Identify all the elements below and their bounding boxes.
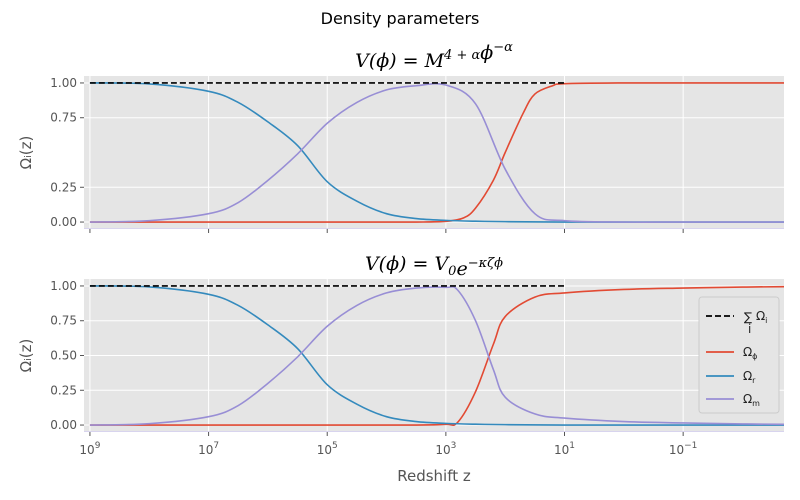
x-tick-label: 101 bbox=[554, 441, 575, 457]
legend-label: Ωϕ bbox=[743, 345, 757, 361]
y-axis-label: Ωᵢ(z) bbox=[17, 136, 35, 170]
y-tick-label: 1.00 bbox=[50, 279, 77, 293]
plot-area bbox=[84, 76, 784, 229]
x-tick-label: 105 bbox=[317, 441, 338, 457]
y-axis-label: Ωᵢ(z) bbox=[17, 339, 35, 373]
panel-title: V(ϕ) = V0e−κζϕ bbox=[365, 253, 503, 280]
series-line-m bbox=[89, 82, 784, 223]
series-line-m bbox=[89, 285, 784, 426]
x-tick-label: 107 bbox=[198, 441, 219, 457]
y-tick-label: 0.75 bbox=[50, 314, 77, 328]
figure-suptitle: Density parameters bbox=[321, 9, 480, 28]
legend-sum-sub: i bbox=[748, 322, 751, 336]
panel-1: 0.00 0.25 0.75 1.00 Ωᵢ(z) V(ϕ) = M4 + αϕ−α bbox=[17, 40, 784, 233]
bottom-spine bbox=[84, 431, 784, 432]
legend-box bbox=[698, 296, 780, 414]
series-line-r bbox=[89, 285, 784, 426]
y-tick-label: 1.00 bbox=[50, 76, 77, 90]
y-tick-label: 0.25 bbox=[50, 383, 77, 397]
y-tick-label: 0.50 bbox=[50, 349, 77, 363]
legend-label: Ωr bbox=[743, 369, 756, 385]
series-line-phi bbox=[89, 285, 784, 426]
panel-title: V(ϕ) = M4 + αϕ−α bbox=[355, 40, 513, 72]
y-tick-label: 0.75 bbox=[50, 111, 77, 125]
x-axis-label: Redshift z bbox=[397, 467, 471, 485]
x-tick-label: 103 bbox=[435, 441, 456, 457]
x-tick-label: 109 bbox=[79, 441, 100, 457]
legend-sum-symbol: ∑ bbox=[744, 310, 752, 324]
legend-label: Ωi bbox=[756, 309, 767, 325]
bottom-spine bbox=[84, 228, 784, 229]
panel-2: 0.00 0.25 0.50 0.75 1.00 109 107 105 103 101 10−1 Ω… bbox=[17, 253, 784, 457]
y-tick-label: 0.00 bbox=[50, 418, 77, 432]
y-tick-label: 0.25 bbox=[50, 180, 77, 194]
legend-label: Ωm bbox=[743, 392, 760, 408]
series-line-phi bbox=[89, 82, 784, 223]
series-group bbox=[89, 285, 784, 426]
x-tick-label: 10−1 bbox=[669, 441, 698, 457]
legend: ∑i Ωi Ωϕ Ωr Ωm bbox=[698, 296, 780, 414]
y-tick-label: 0.00 bbox=[50, 215, 77, 229]
series-group bbox=[89, 82, 784, 223]
